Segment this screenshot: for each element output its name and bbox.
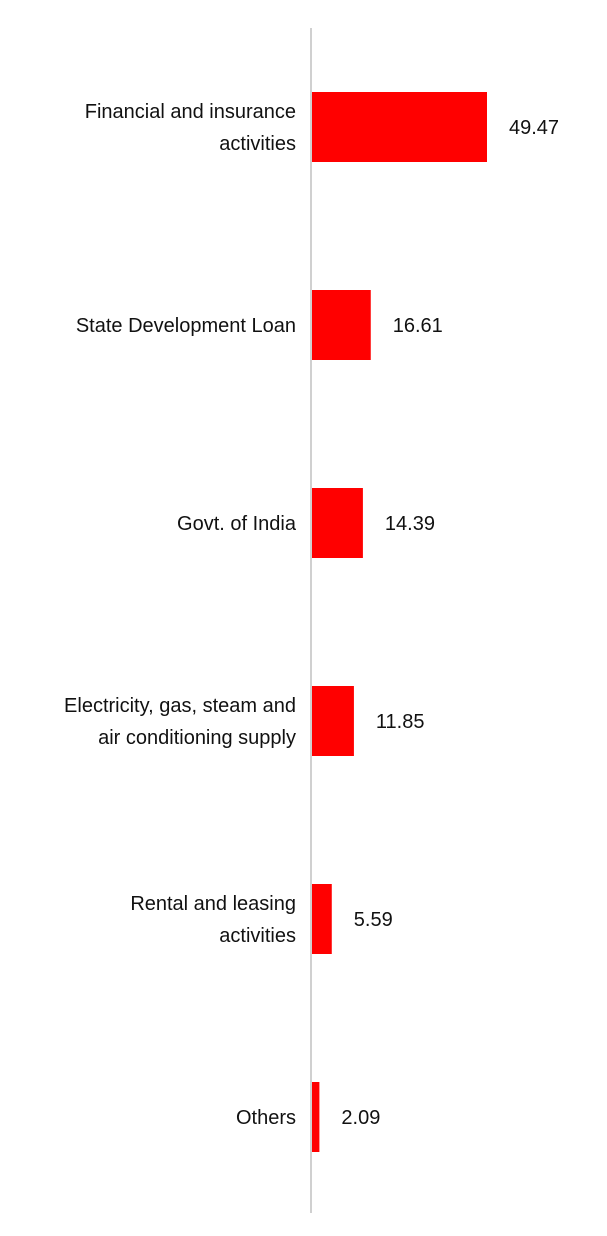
value-labels-layer: 49.47 16.61 14.39 11.85 5.59 2.09: [341, 117, 559, 1129]
category-labels-layer: Financial and insurance activities State D…: [64, 101, 297, 1129]
value-label-4: 5.59: [354, 909, 393, 931]
category-label-3-line-0: Electricity, gas, steam and: [64, 695, 296, 717]
category-label-3-line-1: air conditioning supply: [98, 727, 296, 749]
category-label-0-line-0: Financial and insurance: [85, 101, 296, 123]
category-label-1: State Development Loan: [76, 315, 296, 337]
category-label-5: Others: [236, 1107, 296, 1129]
category-label-4-line-1: activities: [219, 925, 296, 947]
category-label-0-line-1: activities: [219, 133, 296, 155]
bars-layer: [312, 92, 487, 1152]
bar-3: [312, 686, 354, 756]
value-label-3: 11.85: [376, 711, 425, 733]
category-label-2: Govt. of India: [177, 513, 297, 535]
category-label-4-line-0: Rental and leasing: [130, 893, 296, 915]
bar-5: [312, 1082, 320, 1152]
bar-1: [312, 290, 371, 360]
value-label-1: 16.61: [393, 315, 443, 337]
bar-4: [312, 884, 332, 954]
value-label-5: 2.09: [341, 1107, 380, 1129]
bar-2: [312, 488, 363, 558]
value-label-2: 14.39: [385, 513, 435, 535]
value-label-0: 49.47: [509, 117, 559, 139]
bar-0: [312, 92, 487, 162]
